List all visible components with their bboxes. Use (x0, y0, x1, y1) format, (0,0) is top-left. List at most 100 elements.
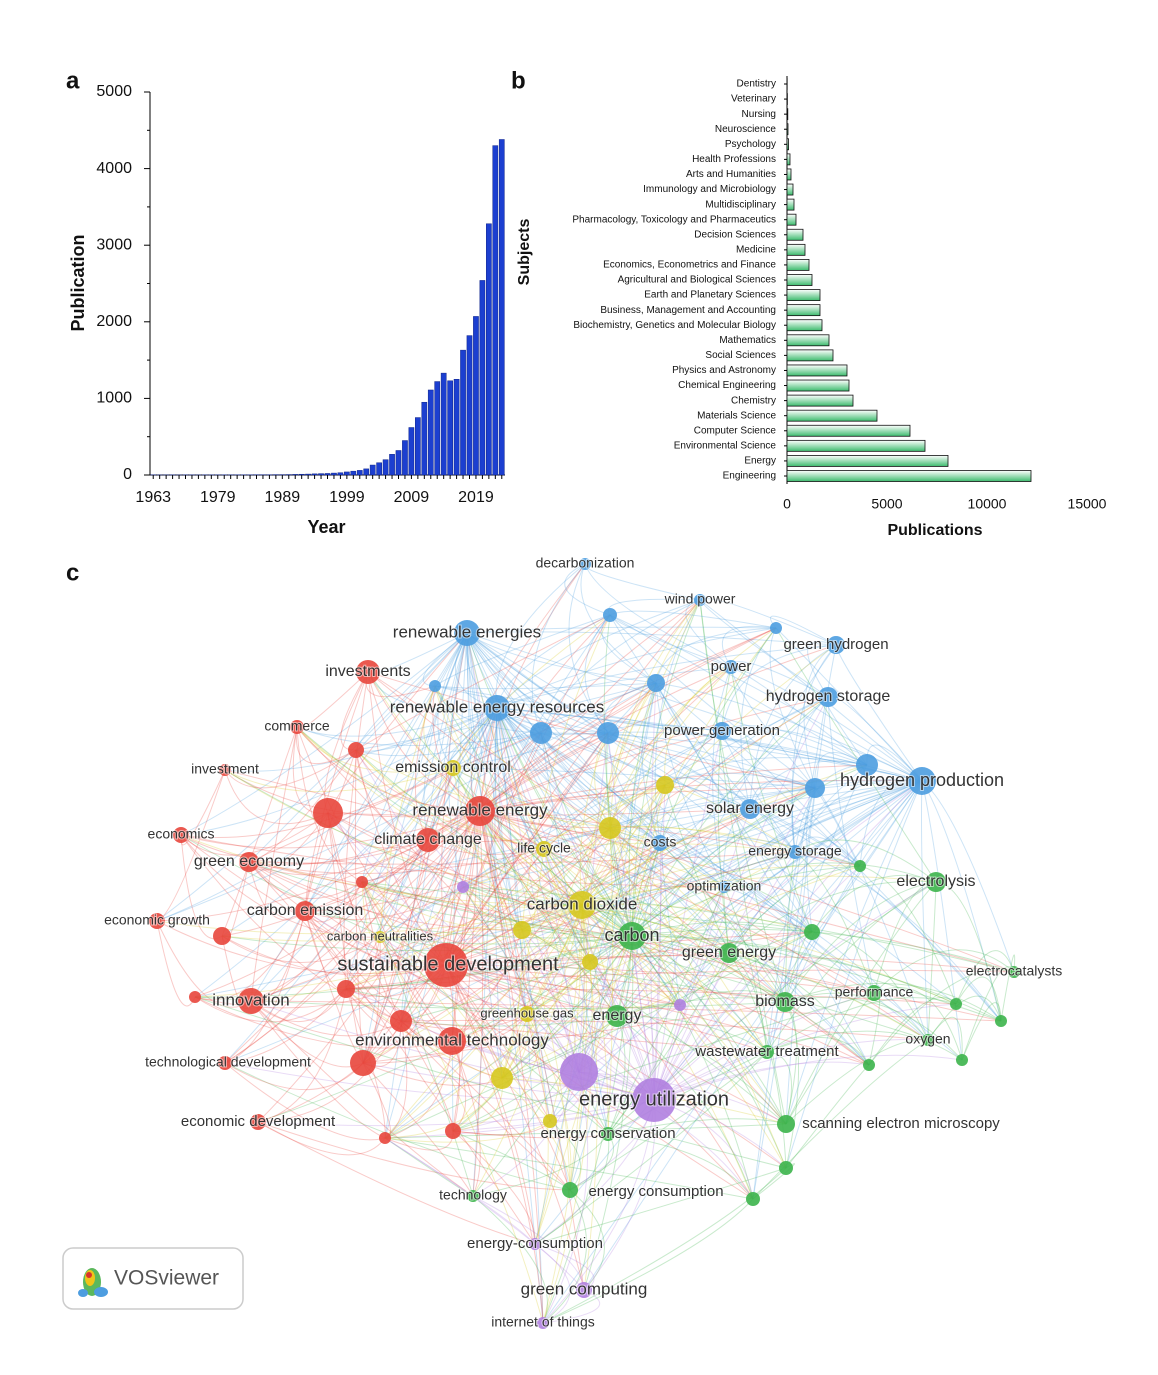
x-tick-label: 1963 (135, 489, 171, 506)
network-edge (304, 910, 536, 1245)
network-edge (400, 1020, 655, 1101)
network-edge (479, 810, 1015, 973)
network-edge (496, 707, 786, 1003)
network-edge (345, 827, 611, 990)
network-edge (496, 707, 611, 829)
network-edge (579, 732, 609, 906)
bar (786, 138, 790, 151)
network-edge (384, 1137, 536, 1245)
network-edge (379, 904, 583, 938)
bar (473, 316, 479, 476)
y-tick-label: Pharmacology, Toxicology and Pharmaceuti… (572, 214, 776, 225)
network-edge (631, 935, 929, 1041)
network-node (674, 999, 686, 1011)
network-edge (607, 1015, 626, 1135)
network-edge (451, 827, 611, 1042)
network-edge (814, 751, 868, 789)
network-edge (434, 685, 545, 850)
network-edge (496, 707, 963, 1061)
network-edge (304, 839, 429, 912)
network-edge (479, 810, 583, 906)
network-edge (631, 935, 768, 1053)
network-edge (569, 682, 657, 1191)
network-edge (441, 632, 468, 966)
network-edge (434, 682, 657, 690)
network-edge (526, 904, 583, 1015)
bar (453, 379, 460, 476)
network-edge (655, 682, 725, 888)
network-edge (479, 810, 528, 1015)
network-edge (250, 1000, 386, 1139)
network-edge (250, 707, 498, 1002)
network-edge (355, 749, 545, 850)
network-edge (384, 1137, 754, 1200)
network-edge (445, 964, 461, 1132)
network-edge (445, 842, 661, 966)
network-edge (194, 707, 498, 998)
node-label: investments (325, 663, 410, 680)
network-edge (384, 961, 591, 1139)
network-edge (445, 964, 551, 1122)
bar (421, 401, 428, 476)
network-edge (589, 961, 681, 1006)
network-edge (250, 839, 429, 1002)
network-edge (607, 886, 725, 1135)
network-edge (631, 787, 816, 937)
network-edge (794, 839, 937, 883)
network-edge (224, 1062, 655, 1102)
network-edge (257, 1099, 655, 1127)
network-edge (496, 707, 681, 1006)
node-label: power (711, 658, 752, 675)
y-tick-label: Computer Science (694, 425, 777, 436)
x-tick-label: 1989 (265, 489, 301, 506)
network-node (213, 927, 231, 945)
bar (369, 464, 376, 476)
network-edge (355, 749, 633, 937)
network-edge (794, 778, 923, 853)
network-edge (221, 935, 447, 977)
network-node (219, 764, 231, 776)
x-tick-label: 1999 (329, 489, 365, 506)
network-edge (345, 988, 386, 1139)
network-edge (384, 1040, 453, 1139)
network-edge (496, 707, 768, 1053)
network-edge (868, 969, 1015, 1066)
network-edge (479, 810, 544, 1324)
network-edge (653, 952, 730, 1101)
y-tick-label: Social Sciences (705, 350, 776, 361)
network-edge (479, 666, 732, 812)
network-edge (721, 727, 923, 782)
bar (786, 168, 792, 181)
network-edge (427, 682, 657, 841)
network-edge (659, 842, 681, 1006)
network-edge (156, 682, 657, 922)
network-edge (955, 950, 1015, 1005)
network-edge (616, 886, 725, 1017)
network-edge (569, 1189, 605, 1291)
network-node (740, 799, 760, 819)
network-edge (542, 780, 923, 1324)
network-node (467, 1190, 479, 1202)
network-edge (927, 881, 937, 1041)
network-edge (961, 1002, 1002, 1061)
network-edge (501, 1015, 618, 1079)
network-edge (496, 707, 580, 1073)
network-edge (355, 707, 498, 752)
network-node (189, 991, 201, 1003)
y-tick-label: Multidisciplinary (705, 199, 776, 210)
network-edge (494, 707, 503, 1079)
node-label: emission control (395, 759, 511, 776)
network-edge (466, 632, 609, 734)
network-edge (248, 627, 777, 863)
node-label: innovation (212, 990, 290, 1009)
network-edge (730, 666, 813, 933)
network-edge (361, 632, 468, 883)
network-edge (400, 1019, 929, 1041)
network-edge (628, 682, 657, 937)
network-edge (584, 614, 611, 734)
network-edge (659, 842, 813, 933)
network-edge (427, 732, 609, 841)
y-tick-label: Chemistry (731, 395, 776, 406)
network-edge (659, 730, 723, 844)
bar (786, 319, 823, 332)
